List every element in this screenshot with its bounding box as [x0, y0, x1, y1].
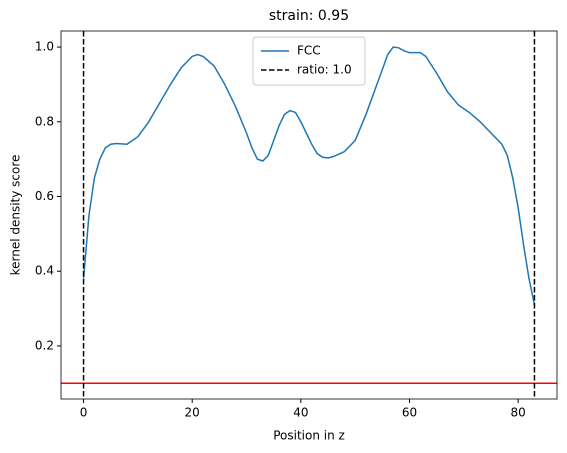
x-tick-label: 20 — [185, 406, 200, 420]
y-tick-label: 0.8 — [35, 114, 54, 128]
y-tick-label: 0.4 — [35, 264, 54, 278]
x-tick-label: 60 — [402, 406, 417, 420]
legend-label: ratio: 1.0 — [297, 63, 352, 77]
y-tick-label: 1.0 — [35, 40, 54, 54]
legend-label: FCC — [297, 44, 321, 58]
x-tick-label: 40 — [293, 406, 308, 420]
y-tick-label: 0.6 — [35, 189, 54, 203]
y-tick-label: 0.2 — [35, 338, 54, 352]
plot — [61, 31, 557, 399]
x-axis-label: Position in z — [273, 429, 345, 443]
x-tick-label: 80 — [511, 406, 526, 420]
line — [82, 46, 536, 306]
y-axis-label: kernel density score — [9, 155, 23, 276]
x-tick-label: 0 — [80, 406, 88, 420]
chart-title: strain: 0.95 — [269, 8, 349, 24]
legend-box — [252, 36, 366, 86]
plot-frame — [60, 30, 558, 400]
